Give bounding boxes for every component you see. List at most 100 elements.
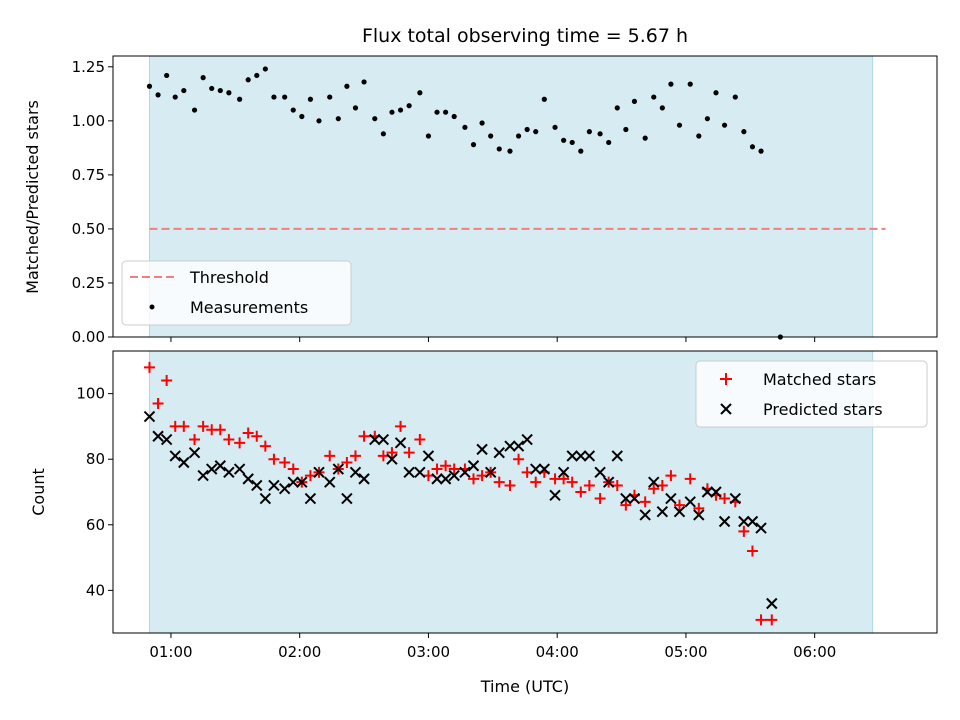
measurement-point [226, 90, 232, 96]
matched-star-point [161, 375, 173, 387]
predicted-star-point [152, 430, 164, 442]
matched-star-point [611, 479, 623, 491]
measurement-point [687, 81, 693, 87]
matched-star-point [152, 397, 164, 409]
measurement-point [245, 77, 251, 83]
predicted-star-point [403, 466, 415, 479]
predicted-star-point [476, 443, 488, 456]
matched-star-point [719, 493, 731, 505]
matched-star-point [504, 479, 516, 491]
predicted-star-point [296, 476, 308, 488]
measurement-point [541, 96, 547, 102]
ratio-panel: Flux total observing time = 5.67 h Match… [23, 25, 938, 346]
matched-star-point [566, 476, 578, 488]
measurement-point [623, 126, 629, 133]
predicted-star-point [729, 492, 741, 505]
predicted-star-point [414, 466, 426, 479]
measurement-point [417, 90, 423, 96]
predicted-star-point [530, 463, 542, 475]
legend-matched-swatch [720, 373, 732, 385]
predicted-star-point [341, 492, 353, 505]
y-tick-label: 0.00 [72, 328, 105, 346]
measurement-point [254, 72, 260, 79]
measurement-point [533, 129, 539, 135]
predicted-star-point [358, 473, 370, 485]
matched-star-point [234, 437, 246, 449]
predicted-star-point [557, 466, 570, 479]
matched-star-point [468, 473, 479, 485]
matched-star-point [279, 456, 291, 468]
predicted-star-point [575, 450, 587, 462]
measurement-point [352, 105, 359, 111]
legend-predicted-label: Predicted stars [763, 400, 883, 419]
legend-measurements-swatch [149, 304, 155, 310]
y-tick-label: 40 [86, 581, 105, 599]
predicted-star-point [287, 476, 299, 488]
x-tick-label: 02:00 [278, 643, 321, 661]
x-tick-label: 03:00 [407, 643, 450, 661]
measurement-point [451, 113, 457, 120]
x-tick-label: 01:00 [149, 643, 192, 661]
predicted-star-point [332, 463, 345, 475]
predicted-star-point [324, 476, 336, 488]
measurement-point [443, 109, 449, 115]
predicted-star-point [278, 483, 291, 495]
matched-star-point [674, 499, 685, 511]
matched-star-point [558, 473, 570, 485]
predicted-star-point [566, 450, 578, 462]
count-legend: Matched stars Predicted stars [695, 360, 928, 428]
predicted-star-point [377, 433, 390, 446]
x-tick-label: 06:00 [793, 643, 836, 661]
matched-star-point [648, 483, 660, 495]
predicted-star-point [188, 446, 201, 459]
legend-box [695, 360, 928, 428]
measurement-point [217, 87, 223, 94]
measurement-point [335, 116, 341, 122]
matched-star-point [242, 427, 254, 439]
predicted-star-point [766, 597, 778, 610]
predicted-star-point [459, 466, 471, 479]
predicted-star-point [628, 492, 641, 505]
predicted-star-point [251, 479, 263, 492]
matched-star-point [448, 463, 460, 475]
measurement-point [237, 96, 243, 102]
measurement-point [586, 129, 592, 135]
matched-star-point [268, 453, 280, 465]
y-tick-label: 100 [76, 385, 105, 403]
measurement-point [316, 118, 322, 124]
x-tick-label: 05:00 [664, 643, 707, 661]
predicted-star-point [422, 450, 435, 462]
legend-threshold-label: Threshold [189, 268, 269, 287]
predicted-star-point [484, 466, 497, 479]
measurement-point [191, 107, 198, 113]
measurement-point [155, 92, 161, 98]
measurement-point [479, 120, 485, 126]
measurement-point [389, 109, 395, 115]
matched-star-point [513, 453, 525, 465]
measurement-point [524, 126, 530, 133]
measurement-point [299, 113, 305, 120]
predicted-star-point [313, 466, 325, 479]
matched-star-point [358, 430, 370, 442]
matched-star-point [287, 463, 299, 475]
measurement-point [569, 139, 575, 146]
measurement-point [327, 94, 333, 100]
matched-star-point [377, 450, 389, 462]
predicted-star-point [710, 486, 722, 498]
measurement-point [606, 139, 612, 146]
matched-star-point [665, 470, 677, 482]
matched-star-point [530, 476, 542, 488]
measurement-point [642, 135, 648, 141]
measurement-point [372, 116, 378, 122]
measurement-point [488, 133, 494, 139]
matched-star-point [395, 420, 407, 432]
predicted-star-point [160, 433, 173, 446]
measurement-point [406, 103, 412, 109]
measurement-point [200, 75, 206, 81]
legend-matched-label: Matched stars [763, 370, 876, 389]
predicted-star-point [304, 492, 317, 505]
matched-star-point [214, 424, 226, 436]
matched-star-point [223, 434, 235, 446]
matched-star-point [259, 440, 271, 452]
measurement-point [164, 72, 170, 79]
